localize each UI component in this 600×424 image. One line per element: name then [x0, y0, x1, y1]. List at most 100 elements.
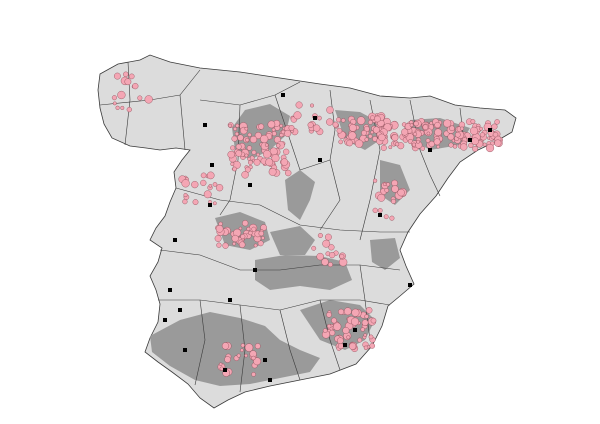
- site-circle: [254, 343, 261, 349]
- site-circle: [434, 121, 441, 129]
- site-circle: [383, 214, 389, 220]
- site-circle: [264, 143, 269, 147]
- site-circle: [124, 78, 132, 86]
- site-circle: [391, 198, 397, 204]
- site-circle: [434, 128, 442, 137]
- site-circle: [364, 314, 369, 319]
- site-circle: [373, 178, 378, 183]
- site-circle: [378, 133, 386, 142]
- site-square: [268, 378, 272, 382]
- site-circle: [271, 127, 276, 132]
- site-square: [318, 158, 322, 162]
- site-circle: [413, 120, 419, 127]
- site-circle: [288, 125, 295, 131]
- site-circle: [203, 190, 212, 199]
- site-square: [408, 283, 412, 287]
- site-circle: [348, 131, 357, 140]
- site-circle: [316, 252, 324, 261]
- site-circle: [191, 181, 199, 189]
- province-borders: [99, 61, 466, 393]
- site-square: [173, 238, 177, 242]
- site-circle: [245, 137, 250, 143]
- region: [255, 255, 352, 290]
- site-circle: [236, 353, 241, 358]
- site-circle: [341, 118, 346, 123]
- site-circle: [216, 242, 222, 248]
- site-circle: [260, 134, 269, 144]
- site-circle: [346, 139, 353, 147]
- site-circle: [333, 322, 342, 331]
- site-circle: [244, 353, 248, 358]
- site-circle: [409, 123, 414, 128]
- site-circle: [311, 245, 317, 251]
- site-circle: [351, 308, 360, 317]
- site-circle: [240, 234, 246, 240]
- border: [359, 264, 371, 341]
- region: [270, 226, 315, 255]
- site-circle: [120, 105, 125, 110]
- site-circle: [181, 179, 190, 188]
- site-circle: [377, 208, 383, 213]
- site-circle: [374, 115, 381, 123]
- site-circle: [338, 308, 345, 315]
- site-circle: [295, 101, 303, 109]
- site-square: [228, 298, 232, 302]
- site-circle: [332, 121, 339, 128]
- site-circle: [321, 258, 329, 266]
- site-circle: [468, 142, 474, 149]
- site-circle: [372, 126, 380, 134]
- site-circle: [336, 127, 343, 134]
- site-circle: [214, 235, 222, 242]
- site-circle: [322, 239, 331, 248]
- site-circle: [271, 131, 277, 137]
- site-circle: [413, 132, 418, 137]
- site-square: [378, 213, 382, 217]
- site-circle: [258, 230, 264, 237]
- border: [319, 89, 341, 231]
- site-circle: [234, 131, 239, 136]
- site-circle: [327, 324, 332, 329]
- site-circle: [494, 119, 500, 125]
- border: [175, 187, 410, 233]
- site-circle: [363, 333, 367, 337]
- site-circle: [452, 144, 458, 149]
- site-circle: [367, 119, 373, 125]
- site-circle: [123, 71, 129, 78]
- site-circle: [391, 134, 399, 142]
- site-circle: [363, 126, 370, 132]
- site-circle: [395, 142, 400, 147]
- site-circle: [460, 143, 468, 151]
- site-circle: [276, 143, 281, 148]
- site-circle: [115, 105, 120, 110]
- site-circle: [492, 131, 499, 138]
- site-circle: [412, 142, 417, 147]
- site-circle: [391, 179, 398, 187]
- site-circle: [391, 185, 399, 193]
- site-circle: [247, 160, 253, 165]
- site-circle: [247, 132, 252, 137]
- site-circle: [401, 128, 409, 136]
- site-circle: [192, 199, 199, 206]
- site-circle: [329, 252, 336, 259]
- site-circle: [397, 188, 405, 197]
- site-circle: [224, 356, 231, 363]
- site-circle: [222, 242, 229, 249]
- site-circle: [470, 119, 476, 124]
- site-circle: [231, 135, 238, 142]
- site-circle: [372, 207, 378, 214]
- site-circle: [436, 144, 440, 149]
- site-circle: [284, 129, 292, 137]
- site-circle: [337, 343, 344, 350]
- site-circle: [380, 144, 387, 151]
- site-circle: [368, 334, 374, 340]
- site-circle: [212, 182, 218, 187]
- site-circle: [494, 139, 502, 147]
- site-circle: [310, 103, 315, 108]
- site-circle: [338, 139, 344, 145]
- site-circle: [349, 342, 357, 350]
- site-circle: [485, 143, 495, 153]
- site-circle: [364, 137, 369, 142]
- site-circle: [307, 121, 314, 128]
- site-circle: [355, 139, 364, 148]
- site-circle: [342, 327, 350, 335]
